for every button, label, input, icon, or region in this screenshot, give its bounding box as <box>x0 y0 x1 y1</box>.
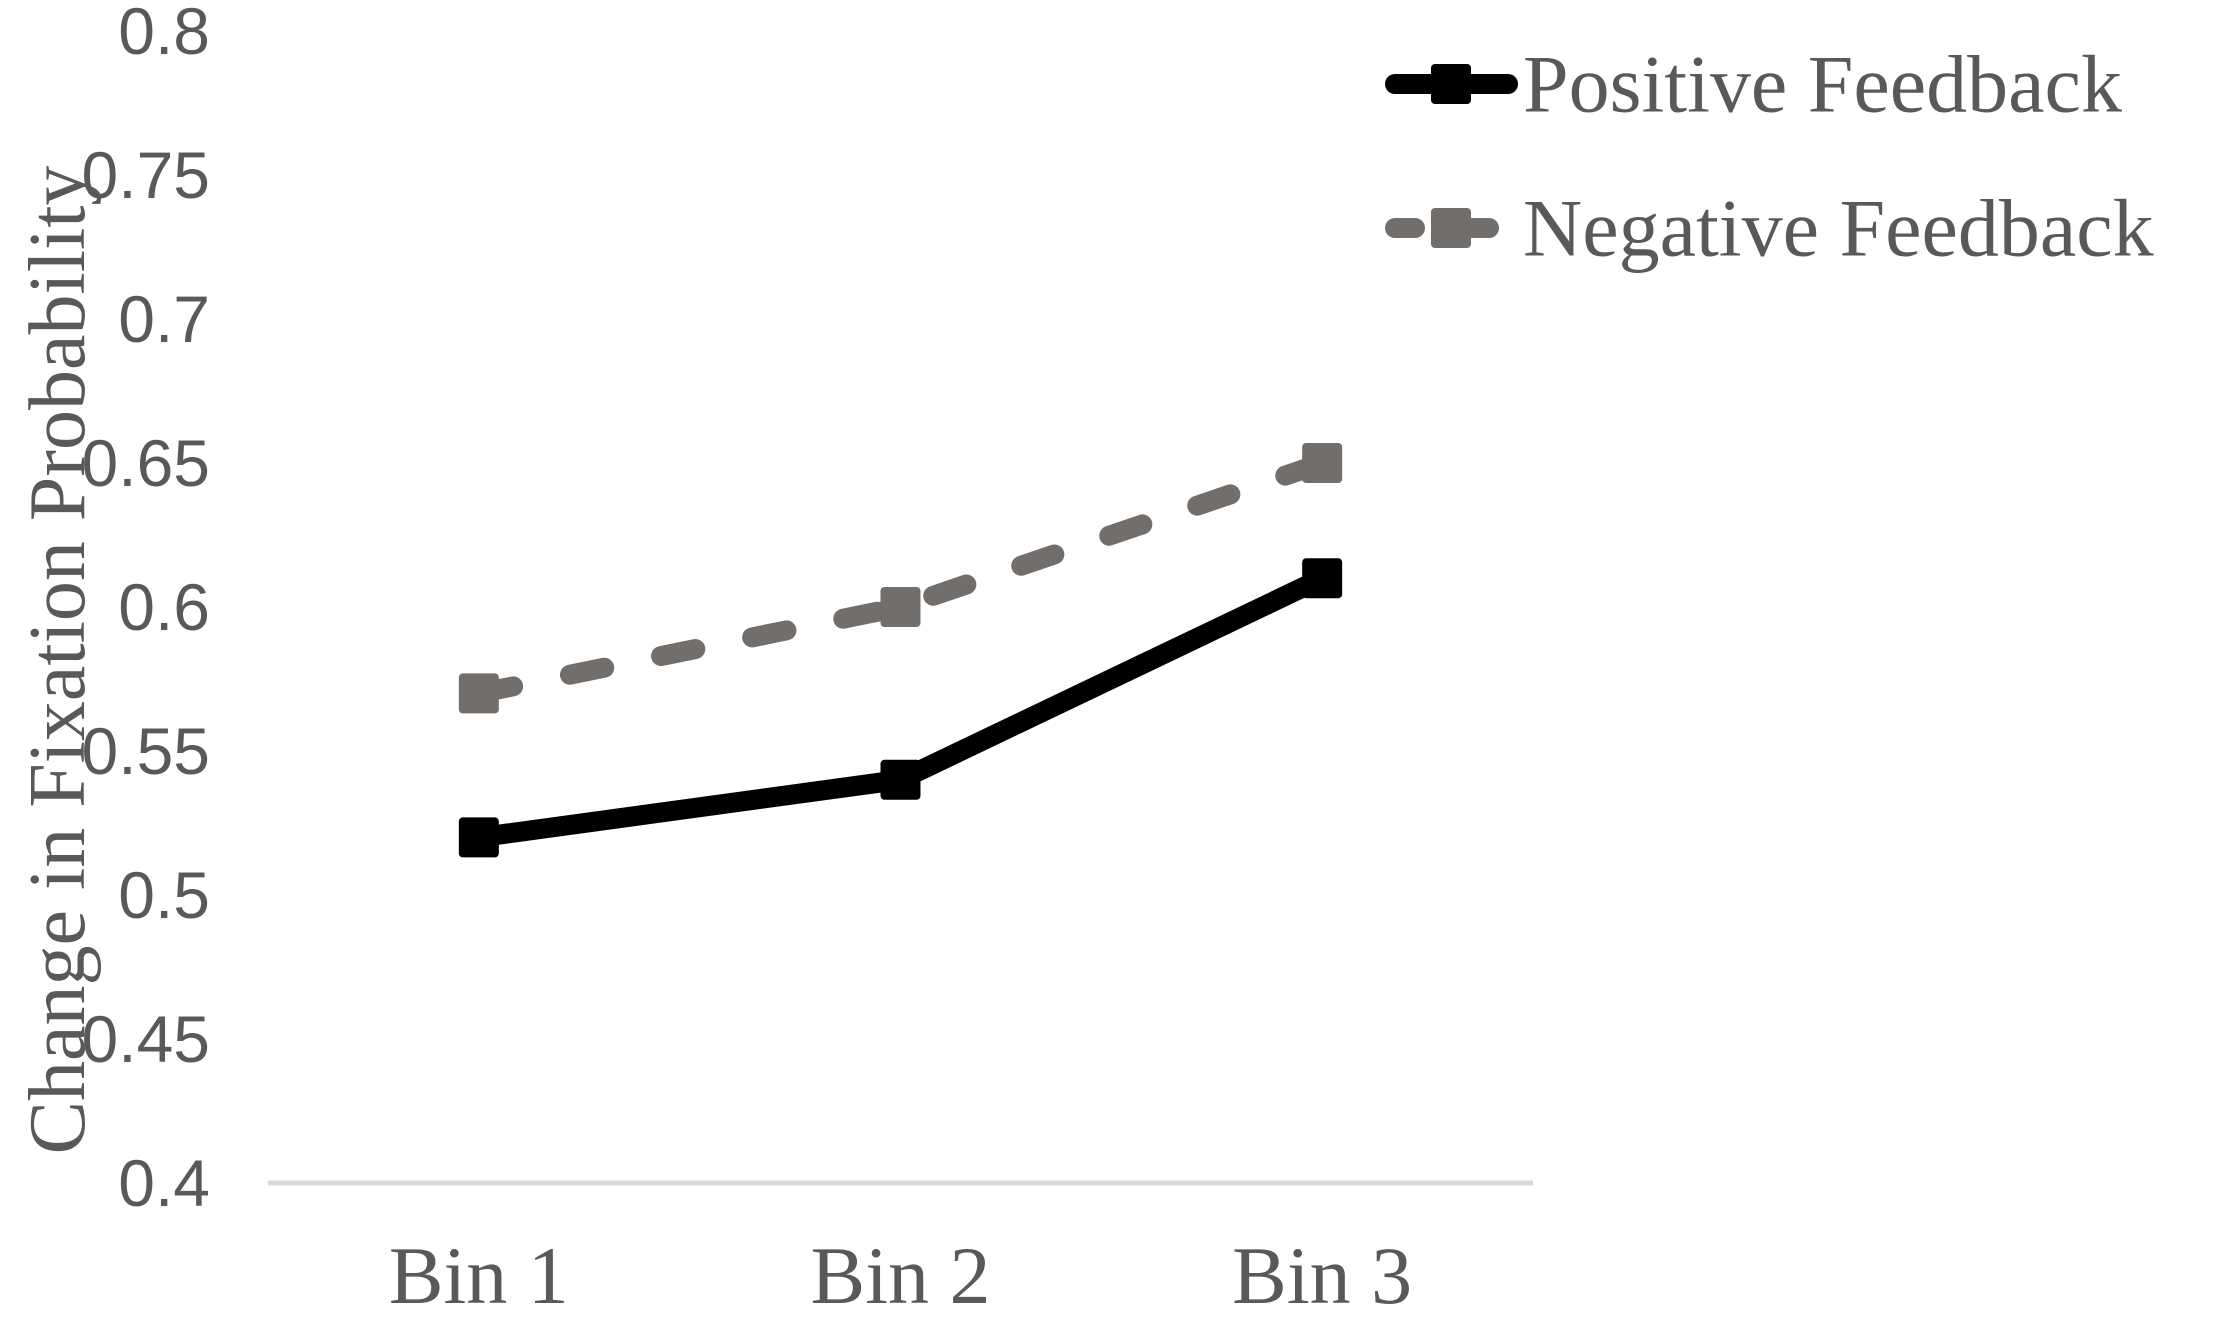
y-tick-label: 0.45 <box>82 1002 210 1076</box>
x-category-labels: Bin 1 Bin 2 Bin 3 <box>389 1230 1412 1321</box>
legend-item-positive-feedback: Positive Feedback <box>1385 39 2122 130</box>
data-point-marker <box>1302 558 1343 599</box>
data-point-marker <box>458 817 499 858</box>
y-axis-title: Change in Fixation Probability <box>14 166 102 1155</box>
data-point-marker <box>880 587 921 627</box>
y-tick-label: 0.7 <box>118 282 210 356</box>
legend-label-positive: Positive Feedback <box>1523 39 2122 130</box>
data-point-marker <box>1302 443 1343 483</box>
series-negative-feedback <box>458 443 1343 714</box>
x-category-label: Bin 1 <box>389 1230 569 1321</box>
legend-item-negative-feedback: Negative Feedback <box>1385 183 2154 274</box>
legend-label-negative: Negative Feedback <box>1523 183 2154 274</box>
legend-marker-positive <box>1431 64 1471 104</box>
legend: Positive Feedback Negative Feedback <box>1385 39 2154 274</box>
y-tick-label: 0.75 <box>82 138 210 212</box>
series-positive-feedback <box>458 558 1343 858</box>
series-layer <box>458 443 1343 858</box>
y-tick-label: 0.4 <box>118 1146 210 1220</box>
series-line <box>468 453 1333 704</box>
legend-marker-negative <box>1431 208 1471 248</box>
y-tick-labels: 0.4 0.45 0.5 0.55 0.6 0.65 0.7 0.75 0.8 <box>82 0 210 1220</box>
data-point-marker <box>880 759 921 800</box>
data-point-marker <box>458 673 499 714</box>
x-category-label: Bin 3 <box>1232 1230 1412 1321</box>
y-tick-label: 0.6 <box>118 570 210 644</box>
y-tick-label: 0.8 <box>118 0 210 68</box>
y-tick-label: 0.55 <box>82 714 210 788</box>
y-tick-label: 0.65 <box>82 426 210 500</box>
x-category-label: Bin 2 <box>811 1230 991 1321</box>
y-tick-label: 0.5 <box>118 858 210 932</box>
